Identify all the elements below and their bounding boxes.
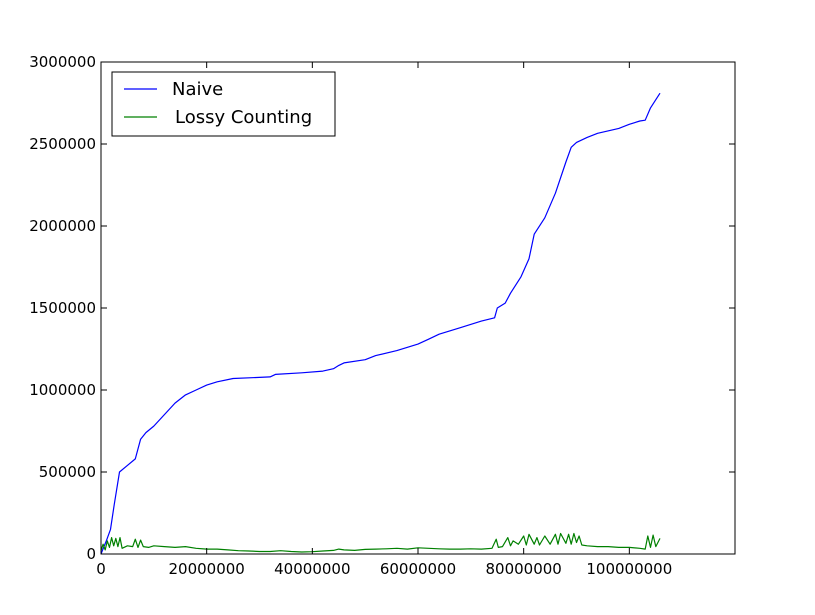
tick-layer: 0 20000000 40000000 60000000 80000000 1000000… xyxy=(29,53,735,578)
y-tick-label: 500000 xyxy=(39,463,96,481)
legend-label-naive: Naive xyxy=(172,79,223,100)
x-tick-label: 20000000 xyxy=(168,560,244,578)
x-tick-label: 0 xyxy=(96,560,106,578)
series-line-naive xyxy=(100,92,661,555)
y-tick-label: 3000000 xyxy=(29,53,96,71)
y-tick-label: 1000000 xyxy=(29,381,96,399)
series-line-lossy-counting xyxy=(100,532,661,553)
y-tick-label: 2000000 xyxy=(29,217,96,235)
y-tick-label: 2500000 xyxy=(29,135,96,153)
legend-box xyxy=(111,71,336,137)
x-tick-label: 80000000 xyxy=(485,560,561,578)
legend: Naive Lossy Counting xyxy=(111,71,336,137)
y-tick-label: 1500000 xyxy=(29,299,96,317)
plot-background xyxy=(101,62,735,554)
y-tick-label: 0 xyxy=(86,545,96,563)
x-tick-label: 40000000 xyxy=(274,560,350,578)
x-tick-label: 100000000 xyxy=(586,560,672,578)
legend-label-lossy-counting: Lossy Counting xyxy=(175,107,312,128)
series-layer xyxy=(100,92,661,555)
x-tick-label: 60000000 xyxy=(380,560,456,578)
